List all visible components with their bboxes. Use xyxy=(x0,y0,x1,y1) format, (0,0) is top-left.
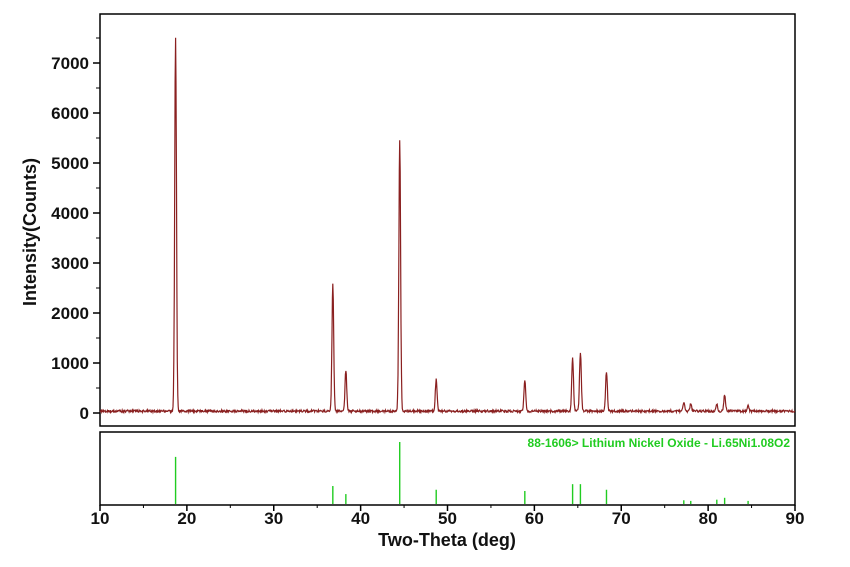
xrd-trace xyxy=(99,37,796,415)
x-tick-label: 70 xyxy=(612,509,631,528)
y-tick-label: 6000 xyxy=(51,104,89,123)
x-tick-label: 20 xyxy=(177,509,196,528)
x-axis: 10 20 30 40 50 60 70 80 90 xyxy=(91,505,805,528)
x-tick-label: 50 xyxy=(438,509,457,528)
x-tick-label: 90 xyxy=(786,509,805,528)
y-tick-label: 7000 xyxy=(51,54,89,73)
main-plot-frame xyxy=(99,13,796,427)
x-tick-label: 30 xyxy=(264,509,283,528)
y-axis: 0 1000 2000 3000 4000 5000 6000 7000 xyxy=(51,37,100,423)
chart-generated-content: 0 1000 2000 3000 4000 5000 6000 7000 10 20 30 40 50 6… xyxy=(51,13,805,528)
reference-stick-pattern xyxy=(174,442,749,504)
x-tick-label: 40 xyxy=(351,509,370,528)
y-tick-label: 3000 xyxy=(51,254,89,273)
x-tick-label: 60 xyxy=(525,509,544,528)
x-tick-label: 10 xyxy=(91,509,110,528)
y-axis-label: Intensity(Counts) xyxy=(20,158,40,306)
x-axis-label: Two-Theta (deg) xyxy=(378,530,516,550)
reference-phase-label: 88-1606> Lithium Nickel Oxide - Li.65Ni1… xyxy=(528,436,791,450)
reference-panel-frame xyxy=(99,431,796,506)
y-tick-label: 0 xyxy=(80,404,89,423)
x-tick-label: 80 xyxy=(699,509,718,528)
y-tick-label: 4000 xyxy=(51,204,89,223)
y-tick-label: 1000 xyxy=(51,354,89,373)
y-tick-label: 2000 xyxy=(51,304,89,323)
y-tick-label: 5000 xyxy=(51,154,89,173)
